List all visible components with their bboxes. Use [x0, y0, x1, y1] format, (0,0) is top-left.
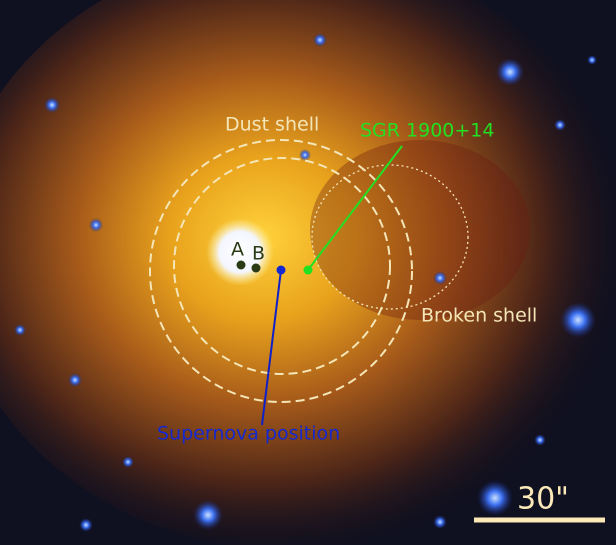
- star-a-dot: [237, 261, 246, 270]
- dust-shell-label: Dust shell: [225, 114, 319, 136]
- red-region: [310, 140, 530, 320]
- supernova-dot: [277, 266, 286, 275]
- sgr-dot: [304, 266, 313, 275]
- supernova-label: Supernova position: [157, 423, 340, 445]
- star-a-label: A: [231, 239, 244, 261]
- star-b-dot: [252, 264, 261, 273]
- broken-shell-label: Broken shell: [421, 305, 537, 327]
- star-b-label: B: [252, 243, 265, 265]
- image: Dust shell SGR 1900+14 A B Broken shell …: [0, 0, 616, 545]
- sgr-label: SGR 1900+14: [360, 120, 494, 142]
- scale-label: 30": [517, 482, 569, 517]
